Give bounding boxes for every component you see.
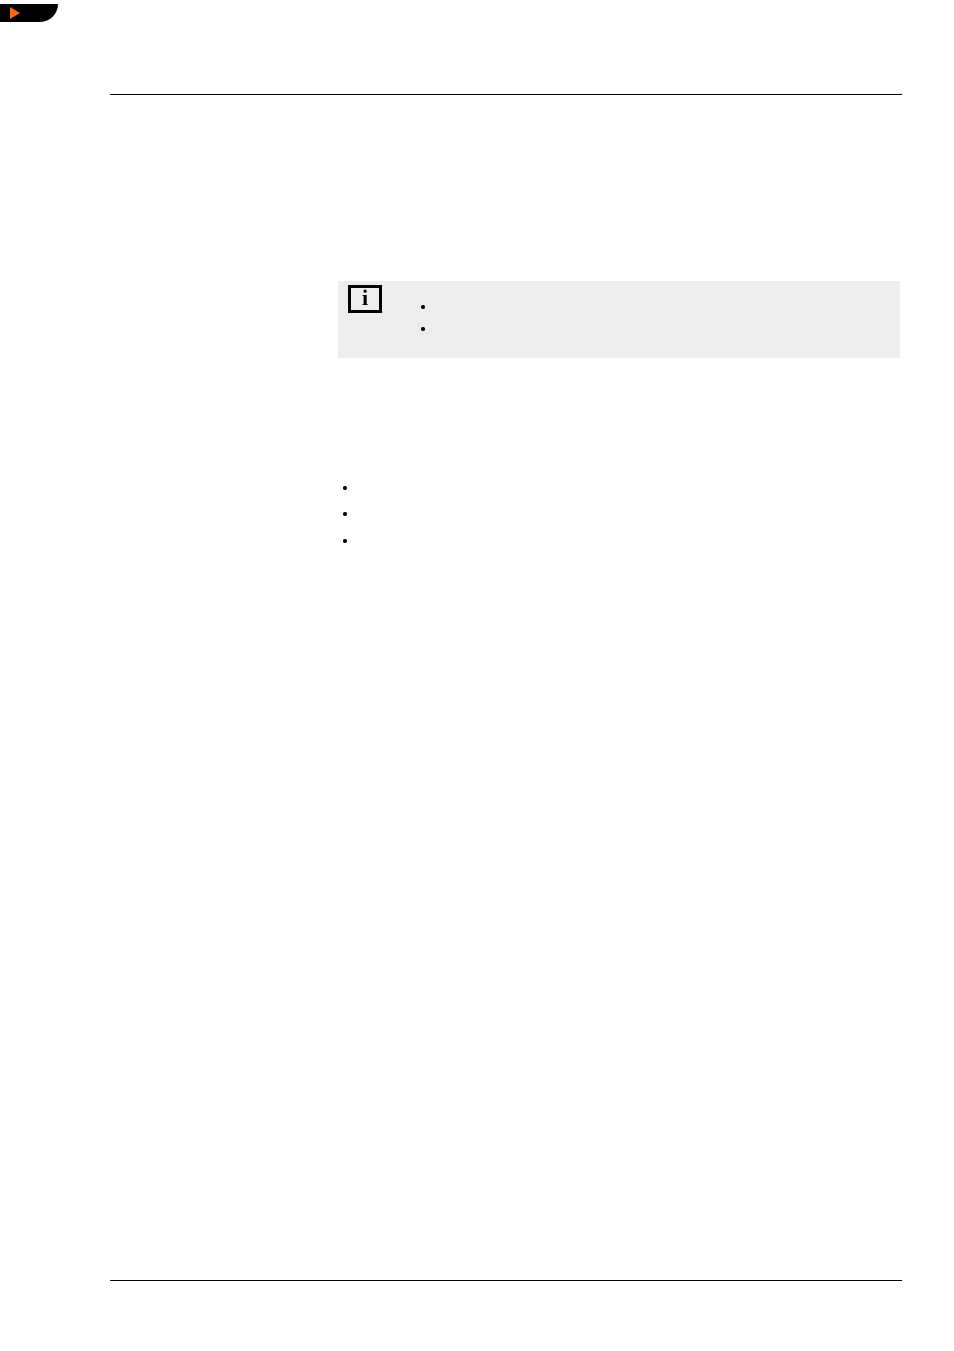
info-icon: i <box>348 285 382 313</box>
note-condition-list <box>416 297 888 340</box>
note-callout: i <box>338 281 900 358</box>
note-body <box>416 297 888 340</box>
body-bullet-list <box>338 478 900 557</box>
header-rule <box>110 94 902 95</box>
footer-rule <box>110 1280 902 1281</box>
body-bullet-item <box>358 531 900 551</box>
body-bullet-item <box>358 478 900 498</box>
info-icon-glyph: i <box>362 287 368 309</box>
body-bullet-item <box>358 504 900 524</box>
triangle-right-icon <box>10 7 20 19</box>
note-condition-item <box>436 297 888 317</box>
bookmark-toggle-button[interactable] <box>0 4 58 22</box>
note-condition-item <box>436 319 888 339</box>
